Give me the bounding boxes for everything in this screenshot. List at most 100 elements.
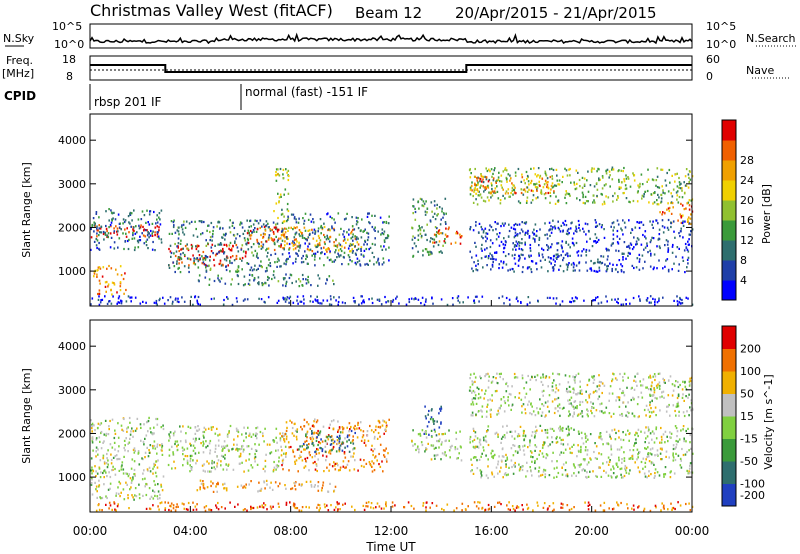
power-cell <box>294 260 297 263</box>
velocity-cell <box>601 391 603 395</box>
power-cell <box>377 259 379 262</box>
power-cell <box>276 240 279 243</box>
power-cell <box>600 301 603 304</box>
velocity-cell <box>133 468 136 472</box>
power-colorbar-swatch <box>722 280 736 301</box>
velocity-cell <box>202 483 205 486</box>
power-cell <box>623 221 626 224</box>
velocity-cell <box>90 457 93 460</box>
power-cell <box>98 279 101 282</box>
velocity-cell <box>315 463 318 466</box>
velocity-cell <box>156 495 159 498</box>
velocity-cell <box>299 454 301 457</box>
velocity-cell <box>574 406 577 409</box>
velocity-cell <box>568 390 570 393</box>
power-cell <box>298 278 300 281</box>
velocity-cell <box>471 383 474 386</box>
velocity-cell <box>473 372 475 375</box>
velocity-cell <box>608 433 611 436</box>
velocity-cell <box>90 483 93 486</box>
velocity-cell <box>161 453 164 456</box>
power-cell <box>286 237 288 240</box>
velocity-cell <box>293 434 295 437</box>
velocity-cell <box>656 471 659 474</box>
velocity-cell <box>363 439 366 442</box>
power-cell <box>426 207 429 210</box>
velocity-cell <box>545 375 548 378</box>
power-cell <box>142 225 144 228</box>
power-cell <box>560 254 562 257</box>
velocity-cell <box>608 392 611 395</box>
velocity-cell <box>474 447 477 450</box>
velocity-cell <box>181 446 184 449</box>
velocity-cell <box>204 428 207 431</box>
velocity-cell <box>254 434 257 437</box>
velocity-cell <box>459 445 462 448</box>
velocity-cell <box>649 374 651 377</box>
velocity-cell <box>572 463 575 466</box>
power-cell <box>286 202 289 206</box>
power-cell <box>520 301 522 304</box>
power-cell <box>147 247 149 250</box>
velocity-cell <box>610 448 613 451</box>
power-cell <box>497 235 500 238</box>
velocity-cell <box>236 485 239 488</box>
velocity-cell <box>618 459 620 462</box>
power-cell <box>124 272 126 275</box>
power-cell <box>440 232 442 235</box>
velocity-cell <box>599 403 601 406</box>
power-cell <box>323 264 325 267</box>
velocity-cell <box>610 476 613 479</box>
power-cell <box>273 210 275 213</box>
power-cell <box>552 255 555 258</box>
power-cell <box>598 177 600 180</box>
power-cell <box>539 259 542 262</box>
velocity-cell <box>283 452 285 455</box>
velocity-cell <box>378 421 381 424</box>
power-cell <box>686 266 688 269</box>
velocity-cell <box>542 376 545 379</box>
velocity-cell <box>248 434 250 437</box>
power-cell <box>508 298 511 301</box>
velocity-cell <box>370 429 373 432</box>
power-colorbar-frame <box>721 119 737 301</box>
velocity-cell <box>152 489 154 492</box>
power-cell <box>142 300 144 303</box>
power-cell <box>98 227 101 230</box>
velocity-cell <box>689 464 691 467</box>
power-cell <box>587 170 589 173</box>
velocity-cell <box>417 433 420 436</box>
velocity-cell <box>144 485 146 488</box>
power-cell <box>383 221 385 224</box>
power-cell <box>430 201 433 204</box>
power-cell <box>178 226 180 229</box>
velocity-cell <box>689 406 691 409</box>
power-cell <box>331 217 333 220</box>
velocity-cell <box>280 454 283 457</box>
velocity-cell <box>552 451 554 454</box>
velocity-cell <box>651 399 653 403</box>
power-cell <box>196 301 199 304</box>
velocity-cell <box>440 443 443 446</box>
velocity-cell <box>587 461 590 464</box>
velocity-cell <box>438 426 441 429</box>
velocity-cell <box>566 387 568 391</box>
power-cell <box>668 206 671 209</box>
power-cell <box>643 248 645 251</box>
power-cell <box>670 225 672 229</box>
power-cell <box>616 219 619 222</box>
power-cell <box>564 196 566 199</box>
power-cell <box>217 221 219 224</box>
velocity-cell <box>586 383 589 387</box>
power-cell <box>616 198 618 201</box>
power-cell <box>258 245 260 248</box>
power-cell <box>504 254 507 258</box>
power-cell <box>562 270 565 273</box>
power-cell <box>236 268 239 271</box>
velocity-cell <box>559 436 561 439</box>
velocity-cell <box>538 475 540 478</box>
velocity-cell <box>620 446 623 449</box>
velocity-cell <box>444 439 447 443</box>
velocity-cell <box>577 471 580 474</box>
